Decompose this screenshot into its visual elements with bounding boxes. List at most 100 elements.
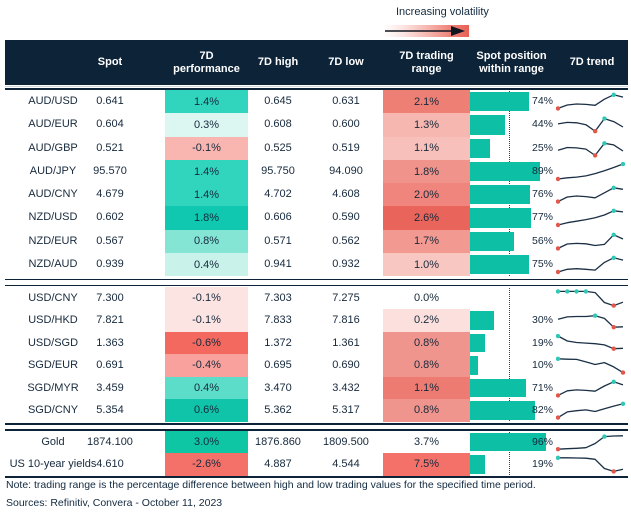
performance-cell: -0.4% bbox=[165, 354, 248, 377]
trend-sparkline bbox=[557, 313, 624, 330]
position-cell: 82% bbox=[470, 399, 553, 422]
pair-label: NZD/USD bbox=[28, 211, 78, 224]
position-cell: 76% bbox=[470, 183, 553, 206]
trend-sparkline bbox=[555, 209, 624, 228]
table-row: SGD/EUR 0.691 -0.4% 0.695 0.690 0.8% 10% bbox=[5, 354, 628, 377]
7d-low-value: 1809.500 bbox=[323, 435, 369, 448]
volatility-arrow-icon bbox=[385, 26, 465, 36]
trend-cell bbox=[555, 354, 628, 377]
7d-high-value: 4.702 bbox=[264, 188, 292, 201]
position-bar bbox=[470, 92, 529, 112]
spot-value: 0.521 bbox=[96, 141, 124, 154]
trend-cell bbox=[556, 113, 628, 136]
position-bar bbox=[470, 185, 530, 205]
7d-high-value: 0.571 bbox=[264, 234, 292, 247]
table-row: USD/HKD 7.821 -0.1% 7.833 7.816 0.2% 30% bbox=[5, 309, 628, 332]
pair-label: AUD/CNY bbox=[28, 188, 78, 201]
spot-value: 0.567 bbox=[96, 234, 124, 247]
performance-cell: 1.4% bbox=[165, 183, 248, 207]
7d-low-value: 4.608 bbox=[332, 188, 360, 201]
volatility-legend-label: Increasing volatility bbox=[396, 6, 489, 18]
position-bar bbox=[470, 455, 485, 474]
trend-sparkline bbox=[555, 401, 626, 420]
7d-high-value: 0.941 bbox=[264, 258, 292, 271]
table-row: AUD/JPY 95.570 1.4% 95.750 94.090 1.8% 89% bbox=[5, 159, 628, 184]
7d-low-value: 7.816 bbox=[332, 314, 360, 326]
trend-sparkline bbox=[555, 356, 626, 375]
performance-cell: -0.1% bbox=[165, 136, 248, 160]
footnote: Note: trading range is the percentage di… bbox=[6, 479, 536, 491]
position-percent-label: 82% bbox=[531, 404, 553, 416]
trend-sparkline bbox=[555, 379, 624, 398]
trading-range-cell: 2.6% bbox=[383, 206, 470, 230]
trend-cell bbox=[555, 183, 628, 206]
table-row: NZD/USD 0.602 1.8% 0.606 0.590 2.6% 77% bbox=[5, 206, 628, 230]
position-bar bbox=[470, 231, 515, 252]
performance-cell: -0.6% bbox=[165, 331, 248, 354]
position-cell: 30% bbox=[470, 309, 553, 332]
7d-high-value: 0.525 bbox=[264, 141, 292, 154]
position-cell: 25% bbox=[470, 137, 553, 160]
position-percent-label: 75% bbox=[531, 258, 553, 271]
column-header-spot-position: Spot position within range bbox=[476, 49, 547, 75]
trend-cell bbox=[555, 90, 628, 113]
table-row: AUD/CNY 4.679 1.4% 4.702 4.608 2.0% 76% bbox=[5, 183, 628, 207]
performance-cell: 0.3% bbox=[165, 113, 248, 137]
7d-low-value: 0.519 bbox=[332, 141, 360, 154]
table-row: SGD/CNY 5.354 0.6% 5.362 5.317 0.8% 82% bbox=[5, 399, 628, 422]
pair-label: SGD/EUR bbox=[27, 359, 79, 371]
position-percent-label: 77% bbox=[531, 211, 553, 224]
separator-line bbox=[5, 278, 628, 281]
trading-range-cell: 0.8% bbox=[383, 331, 470, 354]
column-header-7d-high: 7D high bbox=[257, 56, 299, 69]
trading-range-cell: 1.8% bbox=[383, 159, 470, 184]
7d-low-value: 94.090 bbox=[329, 164, 363, 177]
position-bar bbox=[470, 255, 530, 275]
position-bar bbox=[470, 115, 505, 135]
table-row: NZD/EUR 0.567 0.8% 0.571 0.562 1.7% 56% bbox=[5, 229, 628, 254]
currency-block-usd-sgd: USD/CNY 7.300 -0.1% 7.303 7.275 0.0% USD/HKD 7… bbox=[5, 286, 628, 422]
spot-value: 7.300 bbox=[96, 291, 124, 304]
spot-value: 5.354 bbox=[96, 404, 124, 416]
position-cell bbox=[470, 287, 553, 310]
separator-line bbox=[5, 423, 628, 425]
trading-range-cell: 0.8% bbox=[383, 354, 470, 377]
performance-cell: -0.1% bbox=[165, 286, 248, 309]
trading-range-cell: 0.2% bbox=[383, 309, 470, 332]
table-header: Spot 7D performance 7D high 7D low 7D tr… bbox=[5, 40, 628, 85]
pair-label: SGD/MYR bbox=[27, 381, 79, 394]
7d-low-value: 5.317 bbox=[332, 404, 360, 416]
trend-cell bbox=[556, 137, 628, 160]
trading-range-cell: 7.5% bbox=[383, 453, 470, 476]
trend-sparkline bbox=[555, 185, 624, 204]
performance-cell: 0.4% bbox=[165, 253, 248, 277]
pair-label: AUD/EUR bbox=[28, 118, 78, 131]
spot-value: 4.679 bbox=[96, 188, 124, 201]
7d-low-value: 4.544 bbox=[332, 458, 360, 470]
position-cell: 19% bbox=[470, 332, 553, 355]
performance-cell: 1.8% bbox=[165, 206, 248, 230]
position-bar bbox=[470, 432, 546, 451]
currency-block-aud-nzd: AUD/USD 0.641 1.4% 0.645 0.631 2.1% 74% AUD/EU… bbox=[5, 90, 628, 277]
column-header-7d-performance: 7D performance bbox=[173, 49, 240, 75]
trend-sparkline bbox=[555, 255, 624, 275]
spot-value: 0.604 bbox=[96, 118, 124, 131]
trend-cell bbox=[555, 431, 628, 454]
spot-value: 3.459 bbox=[96, 381, 124, 394]
position-percent-label: 89% bbox=[531, 164, 553, 177]
7d-high-value: 7.303 bbox=[264, 291, 292, 304]
sources-line: Sources: Refinitiv, Convera - October 11… bbox=[6, 497, 223, 509]
column-header-7d-trading-range: 7D trading range bbox=[399, 49, 454, 75]
position-cell: 96% bbox=[470, 431, 553, 454]
pair-label: US 10-year yields bbox=[9, 458, 97, 470]
position-bar bbox=[470, 208, 531, 228]
position-percent-label: 76% bbox=[531, 188, 553, 201]
range-midpoint-dotted-line bbox=[509, 287, 510, 421]
7d-high-value: 1876.860 bbox=[255, 435, 301, 448]
trend-cell bbox=[555, 399, 628, 422]
7d-high-value: 3.470 bbox=[264, 381, 292, 394]
position-percent-label: 56% bbox=[531, 234, 553, 247]
trading-range-cell: 0.8% bbox=[383, 399, 470, 422]
position-bar bbox=[470, 356, 478, 375]
trend-sparkline bbox=[555, 288, 624, 308]
